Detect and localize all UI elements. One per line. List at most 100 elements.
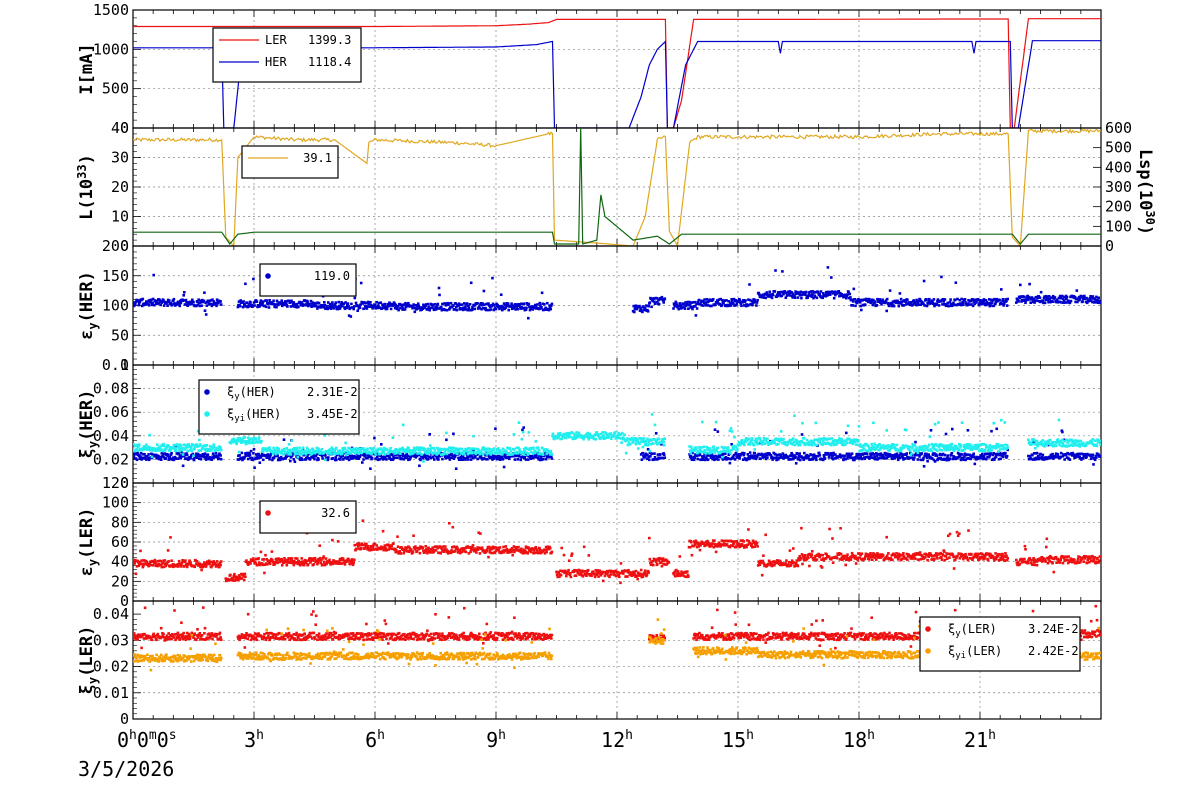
data-point-tune-her-0 [199, 457, 203, 461]
data-point-tune-her-0 [773, 456, 776, 460]
data-point-emit-her-0 [310, 304, 314, 308]
data-point-tune-her-1 [229, 441, 233, 445]
data-point-tune-her-1 [440, 448, 444, 451]
data-point-emit-her-0 [672, 307, 675, 310]
data-point-emit-her-0 [343, 307, 347, 311]
data-point-tune-her-1 [490, 450, 494, 454]
data-point-emit-her-0 [482, 289, 486, 293]
data-point-emit-her-0 [151, 297, 155, 301]
data-point-tune-her-1 [820, 437, 824, 440]
data-point-tune-her-1 [340, 451, 344, 454]
data-point-emit-her-0 [942, 300, 945, 303]
data-point-tune-her-1 [607, 435, 611, 439]
data-point-tune-her-1 [477, 451, 480, 454]
legend-label: HER [265, 55, 287, 69]
data-point-tune-her-1 [360, 451, 363, 455]
data-point-tune-her-1 [1041, 439, 1045, 442]
data-point-tune-her-0 [985, 457, 988, 461]
data-point-tune-her-0 [831, 457, 835, 461]
data-point-tune-her-1 [1033, 442, 1036, 446]
data-point-emit-her-0 [816, 290, 820, 294]
data-point-tune-her-1 [173, 444, 176, 447]
data-point-emit-her-0 [217, 302, 220, 305]
data-point-tune-her-1 [425, 450, 429, 453]
data-point-tune-her-1 [822, 439, 825, 443]
data-point-tune-her-1 [251, 440, 255, 443]
data-point-tune-her-1 [191, 443, 195, 447]
data-point-emit-her-0 [182, 294, 185, 297]
data-point-tune-her-1 [824, 441, 828, 445]
data-point-tune-her-0 [873, 455, 876, 459]
data-point-emit-her-0 [437, 307, 440, 310]
data-point-tune-her-1 [475, 451, 479, 454]
data-point-emit-her-0 [902, 304, 906, 307]
data-point-tune-her-0 [959, 458, 963, 462]
data-point-tune-her-0 [517, 455, 521, 458]
data-point-emit-her-0 [793, 294, 796, 298]
data-point-tune-her-1 [328, 448, 332, 451]
data-point-tune-her-1 [231, 440, 234, 444]
data-point-emit-her-0 [678, 302, 682, 305]
data-point-tune-her-1 [399, 452, 402, 455]
data-point-emit-her-0 [694, 314, 698, 317]
y-tick-label: 0.02 [93, 450, 129, 468]
data-point-emit-her-0 [1087, 299, 1091, 303]
data-point-tune-her-1 [619, 433, 623, 436]
data-point-emit-her-0 [183, 303, 187, 306]
data-point-emit-her-0 [1035, 299, 1039, 302]
data-point-emit-her-0 [300, 301, 304, 304]
data-point-tune-her-1 [594, 438, 597, 441]
data-point-tune-her-1 [786, 442, 789, 446]
data-point-tune-her-1 [151, 449, 154, 452]
data-point-emit-her-0 [741, 301, 744, 304]
data-point-tune-her-0 [714, 454, 717, 458]
data-point-tune-her-0 [971, 453, 975, 457]
data-point-emit-her-0 [327, 306, 331, 310]
data-point-tune-her-0 [244, 454, 248, 457]
data-point-tune-her-0 [241, 458, 244, 462]
data-point-emit-her-0 [479, 302, 483, 305]
data-point-emit-her-0 [371, 307, 374, 310]
data-point-tune-her-1 [908, 445, 911, 449]
data-point-tune-her-1 [405, 449, 408, 453]
data-point-emit-her-0 [540, 306, 543, 309]
data-point-tune-her-0 [900, 452, 903, 456]
data-point-tune-her-0 [750, 454, 753, 457]
data-point-tune-her-1 [913, 444, 917, 447]
data-point-tune-her-0 [800, 433, 804, 436]
data-point-emit-her-0 [215, 298, 219, 301]
data-point-emit-her-0 [1042, 296, 1046, 300]
data-point-tune-her-0 [282, 457, 285, 460]
data-point-tune-her-1 [650, 413, 654, 416]
data-point-tune-her-0 [1051, 452, 1054, 456]
data-point-tune-her-1 [726, 447, 729, 451]
data-point-tune-her-1 [420, 446, 424, 450]
data-point-tune-her-1 [663, 437, 667, 440]
data-point-emit-her-0 [643, 307, 647, 310]
data-point-tune-her-1 [910, 452, 913, 455]
data-point-emit-her-0 [919, 303, 922, 306]
data-point-tune-her-1 [403, 448, 407, 452]
data-point-emit-her-0 [1000, 288, 1003, 291]
data-point-tune-her-1 [637, 447, 640, 450]
data-point-emit-her-0 [790, 294, 794, 298]
data-point-emit-her-0 [271, 301, 274, 304]
data-point-emit-her-0 [971, 298, 974, 301]
data-point-emit-her-0 [204, 301, 207, 304]
data-point-tune-her-0 [715, 457, 718, 460]
data-point-tune-her-1 [432, 446, 436, 450]
data-point-emit-her-0 [941, 298, 945, 301]
data-point-emit-her-0 [133, 304, 136, 308]
data-point-emit-her-0 [309, 302, 312, 306]
data-point-tune-her-1 [493, 447, 496, 450]
data-point-tune-her-1 [890, 444, 894, 448]
data-point-tune-her-0 [863, 457, 867, 461]
data-point-tune-her-1 [541, 453, 545, 456]
data-point-tune-her-0 [828, 453, 832, 457]
data-point-tune-her-1 [147, 445, 151, 449]
data-point-tune-her-0 [447, 455, 451, 459]
data-point-tune-her-1 [426, 447, 430, 451]
data-point-tune-her-0 [938, 452, 942, 456]
data-point-tune-her-1 [593, 433, 597, 436]
y2-axis-title: Lsp(1030) [1135, 149, 1157, 235]
